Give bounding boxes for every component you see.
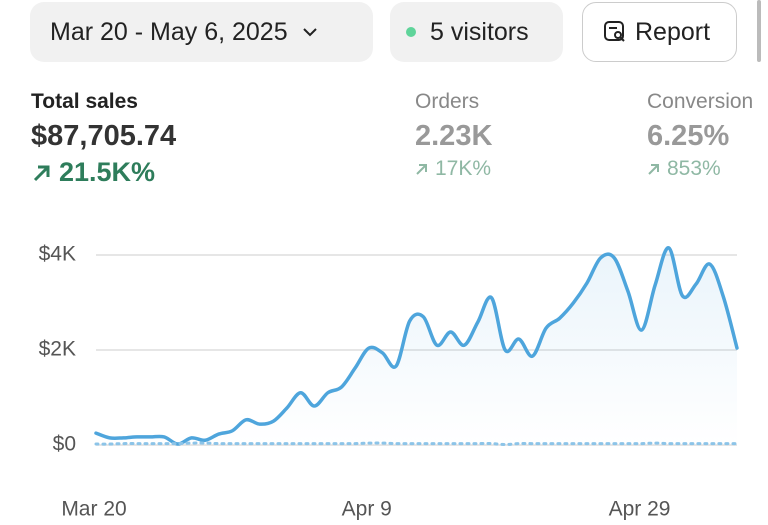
metric-label: Total sales <box>31 90 138 113</box>
area-fill <box>96 247 737 445</box>
metric-label: Orders <box>415 90 480 113</box>
x-tick-label: Mar 20 <box>61 498 126 521</box>
sales-line <box>94 246 739 446</box>
live-dot <box>406 27 416 37</box>
metric-label: Conversion <box>647 90 754 113</box>
up-arrow-icon <box>648 164 659 175</box>
metric-value: 6.25% <box>647 120 730 152</box>
metric-change: 21.5K% <box>31 157 176 188</box>
metric-change-value: 853% <box>667 157 721 180</box>
visitors-count: 5 visitors <box>430 17 529 46</box>
metric-change: 17K% <box>415 157 492 181</box>
metric-change: 853% <box>647 157 768 181</box>
metric-change-value: 21.5K% <box>59 157 156 187</box>
up-arrow-icon <box>33 165 50 181</box>
y-tick-label: $0 <box>53 433 76 456</box>
metric-change-value: 17K% <box>435 157 492 180</box>
y-tick-label: $2K <box>39 338 76 361</box>
metric-total-sales[interactable]: Total sales $87,705.74 21.5K% <box>31 90 176 188</box>
date-range: Mar 20 - May 6, 2025 <box>50 17 288 46</box>
date-range-picker[interactable]: Mar 20 - May 6, 2025 <box>30 2 373 62</box>
report-label: Report <box>635 17 711 46</box>
report-button[interactable]: Report <box>582 2 737 62</box>
metric-orders[interactable]: Orders 2.23K 17K% <box>415 90 492 181</box>
x-tick-label: Apr 29 <box>609 498 671 521</box>
visitors-pill[interactable]: 5 visitors <box>390 2 563 62</box>
scrollbar <box>757 0 761 62</box>
x-tick-label: Apr 9 <box>342 498 392 521</box>
report-icon <box>604 21 625 42</box>
up-arrow-icon <box>416 164 427 175</box>
comparison-line <box>94 441 739 447</box>
chevron-icon <box>302 28 317 37</box>
y-tick-label: $4K <box>39 243 76 266</box>
metric-conversion[interactable]: Conversion 6.25% 853% <box>647 90 768 181</box>
metric-value: 2.23K <box>415 120 493 152</box>
metric-value: $87,705.74 <box>31 120 177 152</box>
